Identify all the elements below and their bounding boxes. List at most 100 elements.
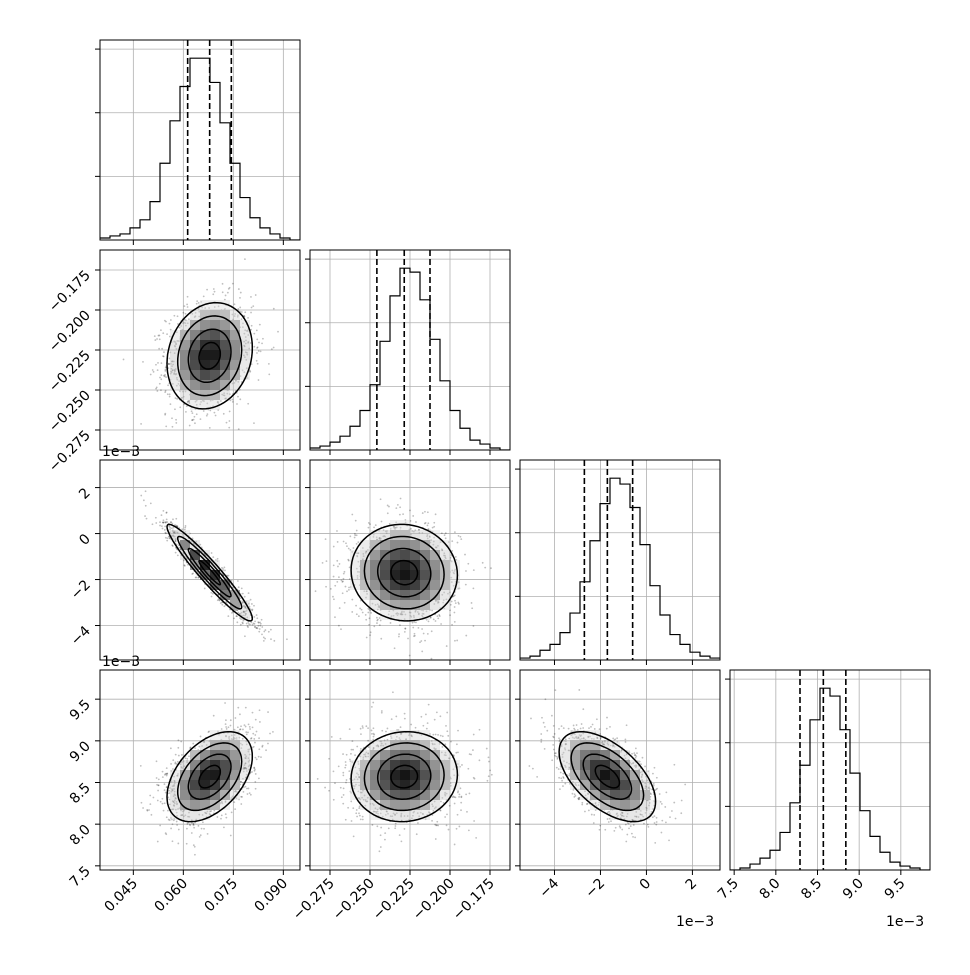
scatter-point: [236, 315, 239, 318]
scatter-point: [356, 555, 359, 558]
scatter-point: [440, 751, 443, 754]
scatter-point: [178, 807, 181, 810]
density-cell: [420, 790, 430, 800]
scatter-point: [434, 513, 437, 516]
scatter-point: [171, 529, 174, 532]
scatter-point: [577, 798, 580, 801]
density-cell: [210, 350, 220, 360]
scatter-point: [158, 338, 161, 341]
scatter-point: [417, 822, 419, 824]
scatter-point: [434, 733, 437, 736]
scatter-point: [588, 727, 590, 729]
scatter-point: [598, 801, 601, 804]
scatter-point: [174, 532, 177, 534]
scatter-point: [262, 636, 265, 639]
density-cell: [640, 770, 650, 780]
scatter-point: [417, 626, 420, 629]
scatter-point: [140, 801, 143, 804]
scatter-point: [206, 832, 209, 835]
x-tick-label: −0.200: [410, 876, 458, 924]
scatter-point: [190, 832, 193, 834]
scatter-point: [413, 634, 416, 637]
density-cell: [190, 310, 200, 320]
scatter-point: [438, 614, 441, 616]
scatter-point: [634, 836, 637, 839]
scatter-point: [601, 740, 604, 743]
y-tick-label: −0.225: [46, 348, 94, 396]
scatter-point: [171, 789, 174, 792]
scatter-point: [378, 537, 381, 540]
scatter-point: [173, 531, 176, 534]
scatter-point: [372, 727, 375, 730]
scatter-point: [349, 790, 352, 793]
density-cell: [440, 750, 450, 760]
scatter-point: [343, 601, 346, 604]
scatter-point: [172, 531, 175, 534]
scatter-point: [470, 602, 473, 604]
scatter-point: [613, 739, 616, 742]
density-cell: [390, 550, 400, 560]
scatter-point: [200, 827, 203, 830]
scatter-point: [457, 581, 460, 584]
scatter-point: [422, 609, 425, 612]
scatter-point: [243, 767, 246, 769]
scatter-point: [142, 360, 144, 363]
scatter-point: [342, 774, 345, 777]
scatter-point: [155, 777, 158, 779]
scatter-point: [172, 535, 175, 538]
scatter-point: [375, 616, 378, 619]
scatter-point: [561, 753, 564, 756]
scatter-point: [596, 736, 598, 739]
scatter-point: [458, 793, 461, 796]
scatter-point: [168, 819, 171, 822]
scatter-point: [165, 320, 167, 323]
contour-line: [376, 547, 432, 598]
scatter-point: [372, 746, 375, 749]
contour-line: [187, 547, 232, 598]
scatter-point: [644, 787, 647, 790]
scatter-point: [239, 398, 242, 401]
scatter-point: [342, 753, 344, 755]
scatter-point: [435, 711, 438, 714]
scatter-point: [171, 808, 174, 811]
density-cell: [590, 730, 600, 740]
scatter-point: [177, 382, 180, 385]
scatter-point: [252, 732, 255, 735]
scatter-point: [239, 291, 242, 294]
scatter-point: [612, 744, 615, 747]
y-tick-label: 7.5: [67, 863, 94, 890]
scatter-point: [620, 749, 623, 752]
scatter-point: [206, 288, 208, 291]
scatter-point: [248, 792, 251, 795]
scatter-point: [240, 795, 243, 798]
density-cell: [400, 570, 410, 580]
scatter-point: [181, 528, 184, 531]
scatter-point: [171, 788, 173, 790]
scatter-point: [621, 812, 624, 814]
scatter-point: [224, 800, 227, 803]
scatter-point: [196, 300, 199, 303]
scatter-point: [241, 601, 244, 604]
scatter-point: [434, 748, 436, 751]
scatter-point: [240, 803, 243, 805]
scatter-point: [644, 765, 646, 768]
scatter-point: [655, 776, 658, 779]
scatter-point: [146, 809, 149, 812]
density-cell: [390, 800, 400, 810]
x-tick-label: 0.090: [251, 876, 291, 916]
scatter-point: [348, 578, 351, 580]
scatter-point: [191, 312, 194, 315]
scatter-point: [644, 811, 647, 814]
density-cell: [170, 340, 180, 350]
scatter-point: [161, 527, 164, 530]
scatter-point: [243, 371, 246, 374]
scatter-point: [460, 796, 463, 799]
scatter-point: [340, 579, 343, 582]
scatter-point: [376, 825, 379, 828]
density-cell: [380, 610, 390, 620]
scatter-point: [606, 742, 609, 745]
scatter-point: [573, 727, 576, 730]
scatter-point: [235, 797, 238, 800]
density-cell: [190, 340, 200, 350]
